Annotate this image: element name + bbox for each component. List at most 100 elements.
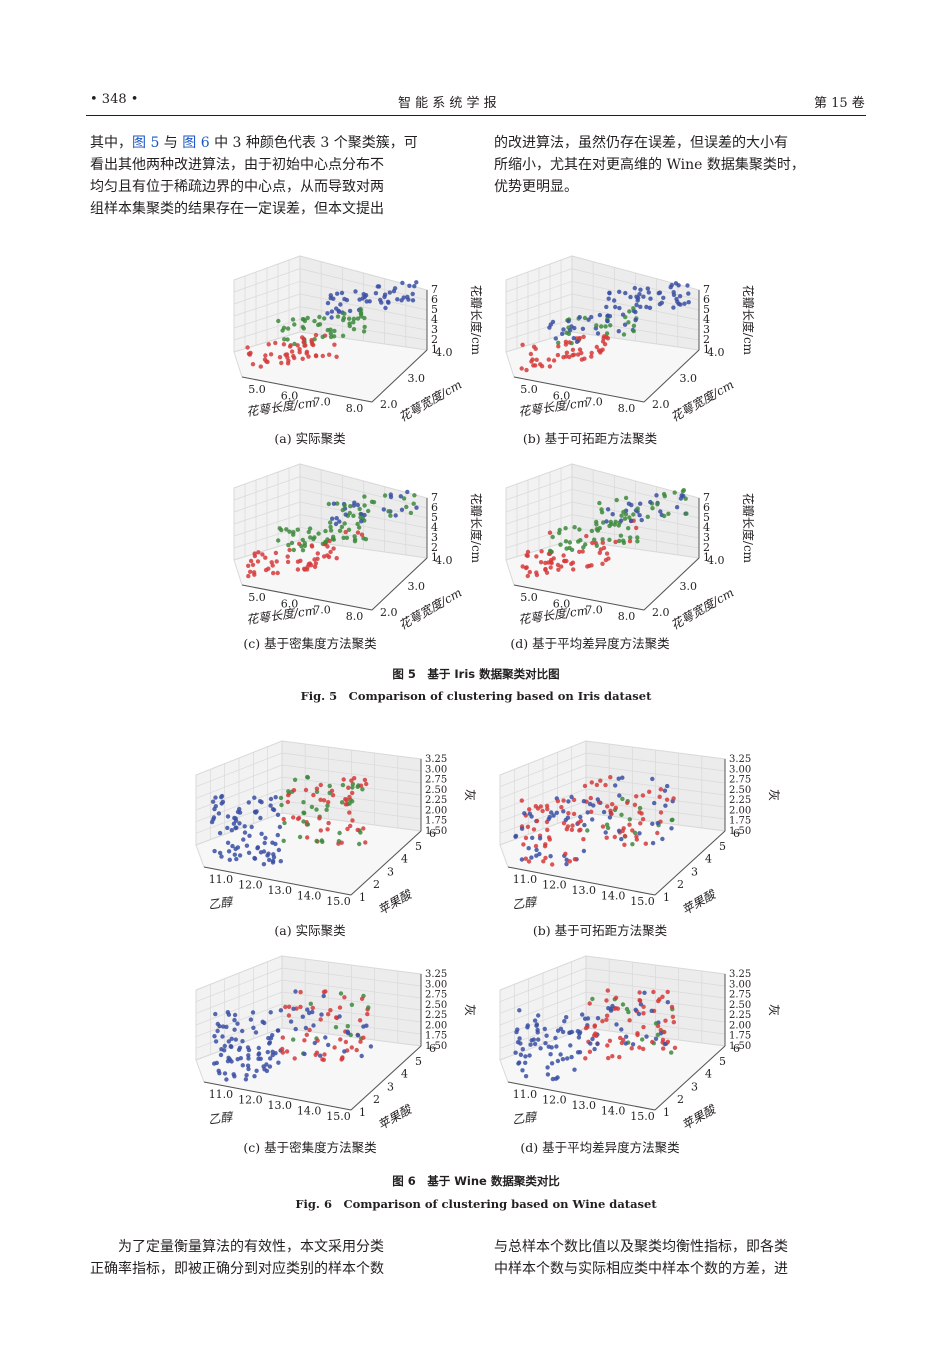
data-point <box>590 1036 595 1042</box>
data-point <box>617 305 622 311</box>
data-point <box>589 780 594 785</box>
data-point <box>637 1045 642 1050</box>
data-point <box>259 800 264 805</box>
data-point <box>604 519 609 524</box>
data-point <box>620 1002 626 1007</box>
data-point <box>246 573 251 579</box>
data-point <box>632 285 637 291</box>
z-tick-label: 1.75 <box>729 1031 751 1042</box>
data-point <box>577 315 582 320</box>
data-point <box>359 1053 364 1059</box>
data-point <box>340 782 346 788</box>
data-point <box>563 539 569 544</box>
data-point <box>283 1004 288 1010</box>
data-point <box>545 1065 550 1070</box>
z-tick-label: 2 <box>431 541 438 554</box>
data-point <box>282 820 287 826</box>
data-point <box>331 546 336 551</box>
data-point <box>676 283 681 288</box>
data-point <box>256 1056 261 1061</box>
data-point <box>375 284 380 289</box>
data-point <box>547 325 552 330</box>
z-axis-label: 花瓣长度/cm <box>741 493 754 564</box>
data-point <box>407 283 412 288</box>
data-point <box>555 798 561 804</box>
x-tick-label: 6.0 <box>553 597 571 610</box>
z-tick-label: 5 <box>703 303 710 316</box>
data-point <box>535 806 541 811</box>
data-point <box>340 1055 345 1060</box>
x-tick-label: 13.0 <box>268 1099 293 1112</box>
data-point <box>662 1041 668 1047</box>
data-point <box>578 814 583 820</box>
y-tick-label: 2 <box>373 1093 380 1106</box>
y-tick-label: 1 <box>663 1106 670 1119</box>
data-point <box>596 348 602 353</box>
data-point <box>247 833 252 838</box>
data-point <box>245 1063 251 1068</box>
z-tick-label: 2.25 <box>425 1010 447 1021</box>
data-point <box>333 1025 339 1030</box>
data-point <box>273 340 278 346</box>
data-point <box>570 347 576 352</box>
data-point <box>300 548 306 553</box>
data-point <box>262 357 268 362</box>
data-point <box>369 499 375 504</box>
x-tick-label: 15.0 <box>630 895 655 908</box>
data-point <box>347 810 352 815</box>
data-point <box>357 506 362 512</box>
data-point <box>351 316 357 322</box>
fig5-link[interactable]: 图 5 <box>132 135 160 151</box>
data-point <box>222 1048 227 1053</box>
data-point <box>685 283 690 288</box>
data-point <box>602 342 608 347</box>
data-point <box>285 361 291 366</box>
x-tick-label: 7.0 <box>313 604 331 617</box>
z-tick-label: 3.25 <box>729 969 751 980</box>
data-point <box>622 516 628 521</box>
data-point <box>320 353 325 359</box>
data-point <box>209 819 215 825</box>
data-point <box>268 1010 273 1015</box>
data-point <box>248 569 253 574</box>
data-point <box>655 502 660 507</box>
data-point <box>337 519 342 524</box>
data-point <box>627 1018 632 1023</box>
data-point <box>580 326 586 331</box>
data-point <box>240 1063 245 1068</box>
data-point <box>216 811 222 816</box>
data-point <box>524 367 529 373</box>
data-point <box>246 351 252 356</box>
z-tick-label: 6 <box>703 501 710 514</box>
data-point <box>367 299 372 304</box>
data-point <box>345 1024 350 1029</box>
fig6-link[interactable]: 图 6 <box>182 135 210 151</box>
data-point <box>671 796 676 801</box>
x-axis <box>507 866 656 896</box>
z-tick-label: 3 <box>703 323 710 336</box>
data-point <box>568 1030 573 1035</box>
data-point <box>627 309 632 314</box>
grid-line <box>195 1015 422 1049</box>
data-point <box>600 540 605 545</box>
data-point <box>547 548 553 553</box>
data-point <box>571 811 577 817</box>
data-point <box>286 542 291 548</box>
data-point <box>554 810 559 815</box>
data-point <box>292 1056 297 1061</box>
data-point <box>322 316 327 321</box>
data-point <box>587 1049 593 1054</box>
data-point <box>350 781 356 787</box>
data-point <box>681 493 686 499</box>
data-point <box>320 334 325 340</box>
data-point <box>305 315 310 321</box>
data-point <box>325 311 330 316</box>
data-point <box>661 1046 666 1051</box>
data-point <box>273 841 278 847</box>
data-point <box>331 501 337 506</box>
data-point <box>225 814 231 819</box>
y-axis-label: 苹果酸 <box>680 886 720 917</box>
data-point <box>638 821 643 826</box>
data-point <box>551 358 557 363</box>
body-text-top-right: 的改进算法，虽然仍存在误差，但误差的大小有 所缩小，尤其在对更高维的 Wine … <box>494 132 874 198</box>
